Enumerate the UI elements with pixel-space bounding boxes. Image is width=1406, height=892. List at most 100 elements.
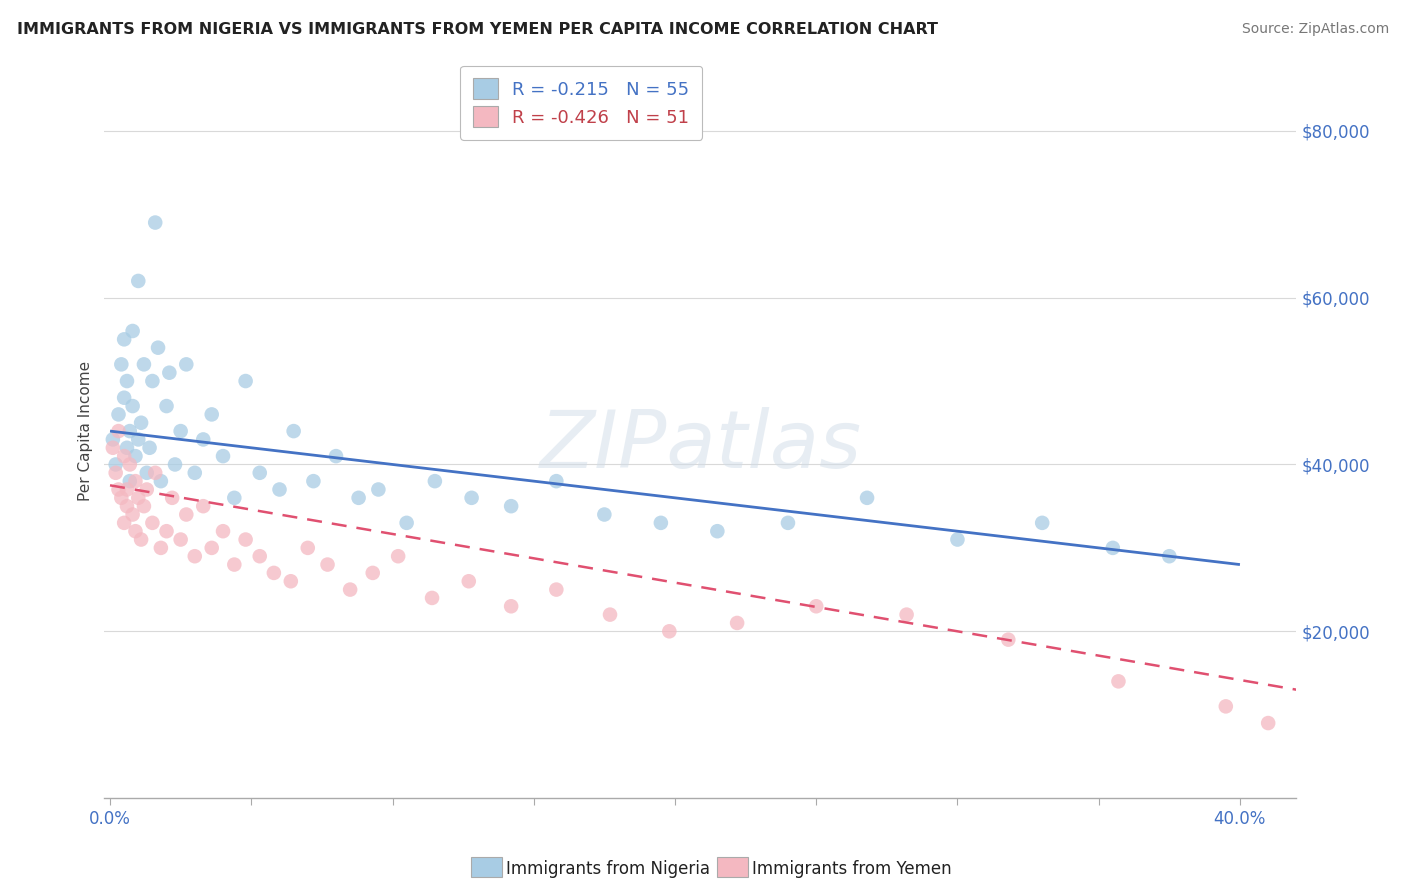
Point: [141, 374, 163, 388]
Point: [184, 466, 207, 480]
Point: [127, 491, 149, 505]
Point: [132, 499, 155, 513]
Point: [155, 399, 177, 413]
Point: [143, 215, 166, 229]
Point: [280, 574, 302, 589]
Point: [118, 424, 141, 438]
Point: [184, 549, 207, 564]
Point: [325, 449, 347, 463]
Point: [101, 441, 124, 455]
Point: [283, 424, 305, 438]
Point: [127, 433, 149, 447]
Point: [176, 508, 198, 522]
Text: ZIPatlas: ZIPatlas: [540, 407, 862, 484]
Point: [347, 491, 370, 505]
Point: [135, 466, 157, 480]
Point: [725, 615, 748, 630]
Point: [706, 524, 728, 539]
Text: Immigrants from Nigeria: Immigrants from Nigeria: [506, 860, 710, 878]
Point: [896, 607, 918, 622]
Point: [127, 274, 149, 288]
Point: [339, 582, 361, 597]
Point: [599, 607, 621, 622]
Point: [163, 458, 186, 472]
Point: [129, 416, 152, 430]
Text: Source: ZipAtlas.com: Source: ZipAtlas.com: [1241, 22, 1389, 37]
Point: [146, 341, 169, 355]
Point: [269, 483, 291, 497]
Point: [107, 424, 129, 438]
Point: [212, 449, 235, 463]
Point: [658, 624, 681, 639]
Point: [224, 491, 246, 505]
Point: [423, 474, 446, 488]
Point: [546, 474, 568, 488]
Point: [169, 533, 191, 547]
Point: [101, 433, 124, 447]
Point: [115, 441, 138, 455]
Point: [387, 549, 409, 564]
Point: [420, 591, 443, 605]
Point: [302, 474, 325, 488]
Point: [249, 549, 271, 564]
Point: [946, 533, 969, 547]
Point: [997, 632, 1019, 647]
Point: [121, 508, 143, 522]
Point: [1031, 516, 1053, 530]
Point: [141, 516, 163, 530]
Point: [201, 541, 224, 555]
Point: [806, 599, 828, 614]
Point: [460, 491, 482, 505]
Point: [121, 324, 143, 338]
Point: [112, 332, 135, 346]
Y-axis label: Per Capita Income: Per Capita Income: [79, 361, 93, 501]
Point: [856, 491, 879, 505]
Point: [249, 466, 271, 480]
Point: [201, 408, 224, 422]
Point: [107, 483, 129, 497]
Point: [395, 516, 418, 530]
Point: [121, 399, 143, 413]
Point: [135, 483, 157, 497]
Point: [235, 374, 257, 388]
Text: Immigrants from Yemen: Immigrants from Yemen: [752, 860, 952, 878]
Point: [1107, 674, 1129, 689]
Point: [118, 458, 141, 472]
Point: [157, 366, 180, 380]
Point: [124, 449, 146, 463]
Point: [110, 491, 132, 505]
Point: [361, 566, 384, 580]
Point: [110, 357, 132, 371]
Point: [193, 499, 215, 513]
Point: [176, 357, 198, 371]
Point: [457, 574, 479, 589]
Point: [112, 391, 135, 405]
Point: [143, 466, 166, 480]
Point: [107, 408, 129, 422]
Point: [112, 516, 135, 530]
Point: [263, 566, 285, 580]
Point: [235, 533, 257, 547]
Point: [193, 433, 215, 447]
Point: [138, 441, 160, 455]
Point: [129, 533, 152, 547]
Point: [316, 558, 339, 572]
Point: [124, 524, 146, 539]
Point: [115, 483, 138, 497]
Point: [115, 499, 138, 513]
Point: [160, 491, 183, 505]
Point: [169, 424, 191, 438]
Point: [104, 458, 127, 472]
Point: [501, 499, 523, 513]
Point: [776, 516, 799, 530]
Point: [593, 508, 616, 522]
Point: [501, 599, 523, 614]
Point: [155, 524, 177, 539]
Point: [104, 466, 127, 480]
Point: [297, 541, 319, 555]
Legend: R = -0.215   N = 55, R = -0.426   N = 51: R = -0.215 N = 55, R = -0.426 N = 51: [460, 66, 702, 140]
Point: [367, 483, 389, 497]
Point: [112, 449, 135, 463]
Point: [546, 582, 568, 597]
Point: [132, 357, 155, 371]
